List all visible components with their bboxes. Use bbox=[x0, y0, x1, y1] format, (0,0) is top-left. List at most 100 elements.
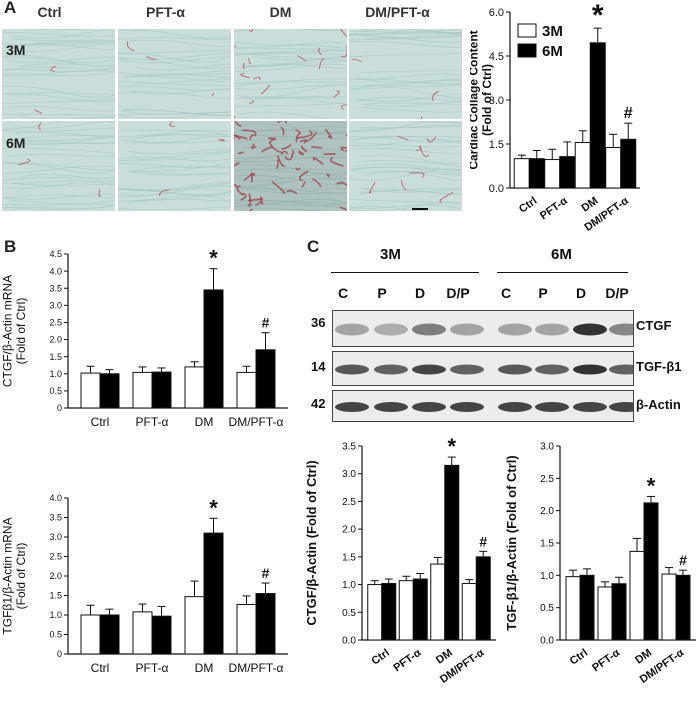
category-label: DM bbox=[195, 661, 214, 675]
y-tick-label: 0 bbox=[57, 403, 62, 413]
category-label: Ctrl bbox=[91, 661, 110, 675]
y-tick-label: 3.0 bbox=[49, 532, 62, 542]
y-tick-label: 4.5 bbox=[489, 51, 504, 63]
bar-6m-1 bbox=[99, 614, 120, 655]
lane-label-2: P bbox=[377, 285, 387, 301]
category-label: DM bbox=[633, 647, 654, 667]
y-axis-label: CTGF/β-Actin mRNA(Fold of Ctrl) bbox=[0, 275, 28, 387]
significance-star: * bbox=[447, 434, 456, 459]
timepoint-line-6m bbox=[497, 272, 628, 273]
marker-42: 42 bbox=[311, 396, 326, 411]
bar-6m-4 bbox=[255, 593, 276, 655]
blot-tgf bbox=[332, 351, 643, 386]
bar-3m-4 bbox=[236, 603, 257, 655]
lane-label-4: D/P bbox=[446, 285, 470, 301]
bar-3m-4 bbox=[605, 147, 622, 189]
y-tick-label: 1.5 bbox=[342, 552, 356, 563]
blot-band-lane-6 bbox=[535, 402, 569, 412]
y-tick-label: 3.0 bbox=[342, 469, 356, 480]
y-axis-label: CTGF/β-Actin (Fold of Ctrl) bbox=[304, 460, 319, 625]
y-tick-label: 2.5 bbox=[342, 497, 356, 508]
bar-3m-2 bbox=[132, 611, 153, 655]
y-tick-label: 0.0 bbox=[489, 183, 504, 195]
bar-3m-3 bbox=[574, 142, 591, 189]
y-tick-label: 2.0 bbox=[540, 506, 554, 517]
significance-hash: # bbox=[624, 105, 633, 122]
bar-6m-2 bbox=[151, 615, 172, 655]
blot-band-lane-4 bbox=[450, 364, 484, 375]
blot-band-lane-4 bbox=[450, 323, 484, 336]
chart-collagen-content: 0.0 1.5 3.0 4.5 6.0 Cardiac Collage Content(F… bbox=[470, 0, 640, 234]
blot-band-lane-3 bbox=[412, 402, 446, 412]
bar-6m-2 bbox=[559, 156, 576, 189]
lane-label-8: D/P bbox=[605, 285, 629, 301]
blot-band-lane-7 bbox=[573, 364, 607, 375]
column-label-dm-pft: DM/PFT-α bbox=[365, 4, 430, 20]
micrograph-6m-4 bbox=[349, 121, 462, 211]
bar-3m-1 bbox=[80, 614, 101, 655]
y-tick-label: 3.0 bbox=[489, 95, 504, 107]
bar-6m-4 bbox=[475, 556, 491, 641]
y-tick-label: 0.5 bbox=[540, 603, 554, 614]
y-tick-label: 1.5 bbox=[49, 591, 62, 601]
panel-label-a: A bbox=[4, 0, 17, 17]
bar-3m-4 bbox=[461, 582, 477, 641]
y-tick-label: 1.5 bbox=[540, 539, 554, 550]
y-axis-label: TGFβ1/β-Actin mRNA(Fold of Ctrl) bbox=[0, 517, 28, 634]
lane-label-7: D bbox=[575, 285, 587, 301]
y-tick-label: 3.5 bbox=[49, 513, 62, 523]
legend-label-3m: 3M bbox=[542, 23, 563, 40]
timepoint-line-3m bbox=[331, 272, 479, 273]
significance-hash: # bbox=[262, 315, 270, 331]
category-label: PFT-α bbox=[590, 647, 622, 675]
significance-star: * bbox=[209, 250, 218, 271]
blot-band-lane-7 bbox=[573, 402, 607, 412]
lane-label-5: C bbox=[500, 285, 512, 301]
blot-band-lane-8 bbox=[609, 402, 643, 412]
bar-6m-2 bbox=[611, 583, 627, 641]
micrograph-3m-2 bbox=[118, 29, 231, 119]
blot-band-lane-1 bbox=[335, 402, 369, 412]
bar-3m-4 bbox=[661, 573, 677, 641]
category-label: Ctrl bbox=[568, 647, 590, 668]
y-tick-label: 2.0 bbox=[342, 525, 356, 536]
y-tick-label: 2.5 bbox=[49, 318, 62, 328]
blot-band-lane-5 bbox=[498, 402, 532, 412]
category-label: DM bbox=[579, 195, 600, 215]
micrograph-3m-3 bbox=[234, 29, 347, 119]
marker-14: 14 bbox=[311, 359, 326, 374]
bar-3m-3 bbox=[184, 596, 205, 655]
y-tick-label: 0.5 bbox=[49, 386, 62, 396]
significance-hash: # bbox=[262, 565, 270, 581]
bar-3m-2 bbox=[544, 159, 561, 189]
panel-label-b: B bbox=[4, 237, 17, 256]
blot-band-lane-2 bbox=[374, 364, 408, 375]
significance-star: * bbox=[592, 0, 604, 32]
column-label-dm: DM bbox=[269, 4, 292, 20]
blot-band-lane-1 bbox=[335, 323, 369, 336]
lane-label-6: P bbox=[538, 285, 548, 301]
y-tick-label: 1.0 bbox=[49, 369, 62, 379]
legend-label-6m: 6M bbox=[542, 43, 563, 60]
blot-band-lane-8 bbox=[609, 323, 643, 336]
row-label-3m: 3M bbox=[6, 42, 26, 58]
y-tick-label: 2.0 bbox=[49, 335, 62, 345]
micrograph-6m-2 bbox=[118, 121, 231, 211]
lane-label-1: C bbox=[337, 285, 349, 301]
bar-6m-2 bbox=[412, 578, 428, 641]
blot-band-lane-6 bbox=[535, 364, 569, 375]
category-label: PFT-α bbox=[391, 647, 423, 675]
y-tick-label: 0.0 bbox=[342, 636, 356, 647]
bar-6m-4 bbox=[620, 138, 637, 189]
bar-6m-4 bbox=[255, 349, 276, 409]
y-tick-label: 0.5 bbox=[49, 630, 62, 640]
bar-3m-2 bbox=[597, 586, 613, 641]
bar-6m-1 bbox=[99, 373, 120, 409]
bar-6m-2 bbox=[151, 371, 172, 409]
blot-band-lane-8 bbox=[609, 364, 643, 375]
bar-6m-4 bbox=[675, 574, 691, 641]
column-label-ctrl: Ctrl bbox=[37, 4, 62, 20]
chart-tgf-mrna: 0 0.5 1.0 1.5 2.0 2.5 3.0 3.5 4.0 TGFβ1/β-Actin m… bbox=[0, 493, 288, 675]
y-tick-label: 0.5 bbox=[342, 608, 356, 619]
y-tick-label: 1.0 bbox=[49, 610, 62, 620]
